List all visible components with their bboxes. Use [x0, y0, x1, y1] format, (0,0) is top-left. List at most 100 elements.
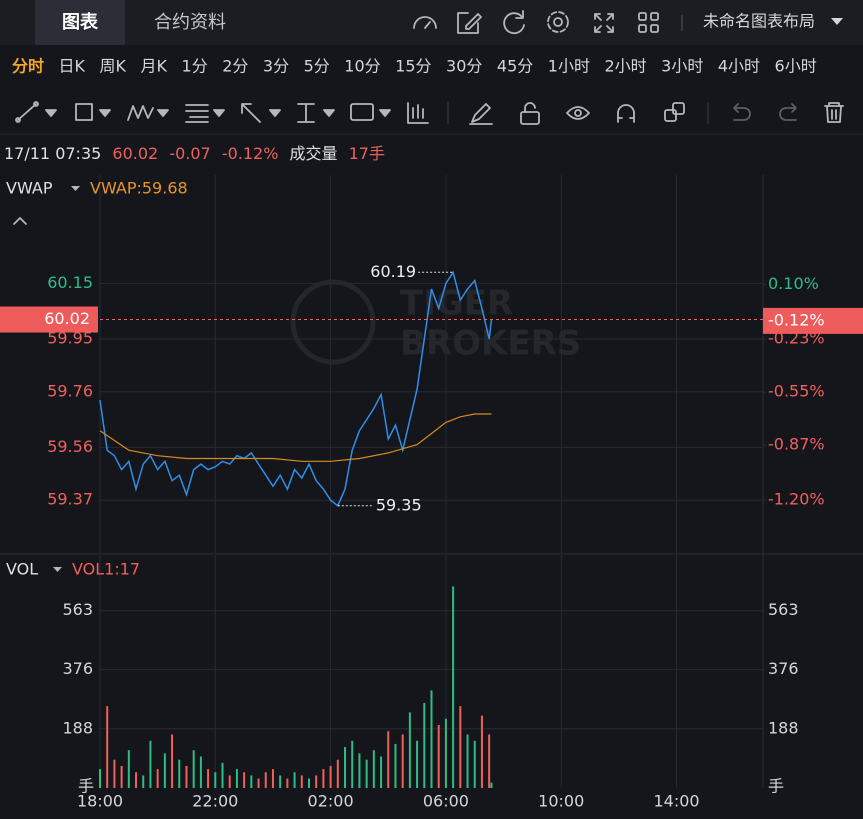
timeframe-button[interactable]: 分时	[12, 57, 44, 76]
timeframe-button[interactable]: 4小时	[718, 57, 760, 76]
tab[interactable]: 图表	[62, 11, 99, 33]
volume-bar	[329, 765, 332, 788]
volume-bar	[163, 753, 166, 788]
volume-bar	[185, 765, 188, 788]
volume-bar	[271, 769, 274, 788]
timeframe-button[interactable]: 5分	[304, 57, 330, 76]
tool[interactable]	[350, 103, 391, 121]
y2-tick-label: 563	[768, 600, 799, 619]
tab[interactable]: 合约资料	[154, 12, 226, 33]
y2-tick-label: 188	[768, 718, 799, 737]
volume-bar	[452, 586, 455, 788]
volume-bar	[279, 775, 282, 788]
volume-bar	[480, 715, 483, 788]
timeframe-button[interactable]: 30分	[446, 57, 482, 76]
timeframe-button[interactable]: 6小时	[775, 57, 817, 76]
volume-bar	[300, 775, 303, 788]
volume-bar	[120, 765, 123, 788]
y2-tick-label: 0.10%	[768, 274, 819, 293]
volume-bar	[257, 778, 260, 788]
timeframe-button[interactable]: 2小时	[604, 57, 646, 76]
tool[interactable]	[824, 102, 844, 123]
low-label: 59.35	[376, 495, 422, 514]
x-tick-label: 06:00	[423, 792, 469, 811]
tool[interactable]	[733, 103, 751, 121]
tool[interactable]	[297, 103, 335, 123]
volume-bar	[293, 772, 296, 788]
icon-button[interactable]	[594, 13, 614, 33]
icon-button[interactable]	[457, 12, 482, 34]
icon-button[interactable]	[503, 10, 525, 35]
timeframe-button[interactable]: 15分	[395, 57, 431, 76]
dropdown-arrow[interactable]	[71, 186, 80, 191]
volume-bar	[243, 772, 246, 788]
timeframe-button[interactable]: 10分	[344, 57, 380, 76]
volume-bar	[408, 712, 411, 788]
dropdown-arrow[interactable]	[831, 18, 843, 25]
indicator-name[interactable]: VOL	[6, 560, 38, 579]
x-tick-label: 14:00	[653, 792, 699, 811]
tool[interactable]	[617, 104, 635, 123]
watermark-text: TIGER	[400, 284, 513, 324]
volume-bar	[135, 772, 138, 788]
volume-bar	[416, 740, 419, 788]
tool[interactable]	[407, 102, 429, 124]
drawing-toolbar	[15, 101, 844, 125]
active-tab[interactable]	[35, 0, 125, 45]
tool[interactable]	[185, 104, 225, 123]
tool[interactable]	[566, 106, 590, 120]
timeframe-button[interactable]: 周K	[100, 57, 127, 76]
volume-bar	[466, 734, 469, 788]
indicator-name[interactable]: VWAP	[6, 179, 53, 198]
volume-bar	[401, 734, 404, 788]
timeframe-button[interactable]: 3小时	[661, 57, 703, 76]
tool[interactable]	[520, 102, 540, 125]
tool[interactable]	[664, 102, 685, 122]
tool[interactable]	[15, 101, 57, 123]
vwap-line	[99, 413, 492, 462]
layout-name[interactable]: 未命名图表布局	[703, 12, 815, 31]
y2-tick-label: -0.55%	[768, 382, 825, 401]
x-tick-label: 22:00	[192, 792, 238, 811]
timeframe-button[interactable]: 日K	[59, 57, 86, 76]
watermark-logo	[290, 279, 376, 365]
indicator-value: VWAP:59.68	[90, 179, 188, 198]
timeframe-button[interactable]: 3分	[263, 57, 289, 76]
y-tick-label: 60.15	[47, 273, 93, 292]
tool[interactable]	[127, 105, 169, 121]
icon-button[interactable]	[413, 16, 437, 29]
volume-bar	[459, 706, 462, 788]
tool[interactable]	[469, 103, 493, 125]
last-pct-label: -0.12%	[768, 310, 825, 329]
volume-bar	[207, 769, 210, 788]
icon-button[interactable]	[638, 12, 659, 33]
tool[interactable]	[241, 103, 281, 123]
y-tick-label: 188	[62, 718, 93, 737]
icon-button[interactable]	[547, 11, 569, 33]
timeframe-button[interactable]: 1分	[182, 57, 208, 76]
volume-bar	[156, 769, 159, 788]
info-volume: 17手	[349, 144, 385, 163]
volume-bar	[171, 734, 174, 788]
dropdown-arrow[interactable]	[53, 567, 62, 572]
tool[interactable]	[779, 103, 797, 121]
info-time: 17/11 07:35	[4, 144, 101, 163]
x-tick-label: 10:00	[538, 792, 584, 811]
volume-bar	[235, 769, 238, 788]
watermark: TIGER BROKERS	[290, 279, 581, 365]
volume-bar	[192, 750, 195, 788]
volume-bar	[228, 775, 231, 788]
volume-bar	[315, 775, 318, 788]
high-label: 60.19	[370, 262, 416, 281]
timeframe-button[interactable]: 2分	[222, 57, 248, 76]
volume-bar	[113, 759, 116, 788]
timeframe-button[interactable]: 月K	[141, 57, 168, 76]
volume-bar	[264, 772, 267, 788]
collapse-button[interactable]	[13, 217, 27, 225]
tool[interactable]	[75, 103, 111, 121]
volume-bar	[178, 759, 181, 788]
y2-tick-label: 376	[768, 659, 799, 678]
y-unit: 手	[78, 777, 94, 796]
timeframe-button[interactable]: 45分	[497, 57, 533, 76]
timeframe-button[interactable]: 1小时	[548, 57, 590, 76]
